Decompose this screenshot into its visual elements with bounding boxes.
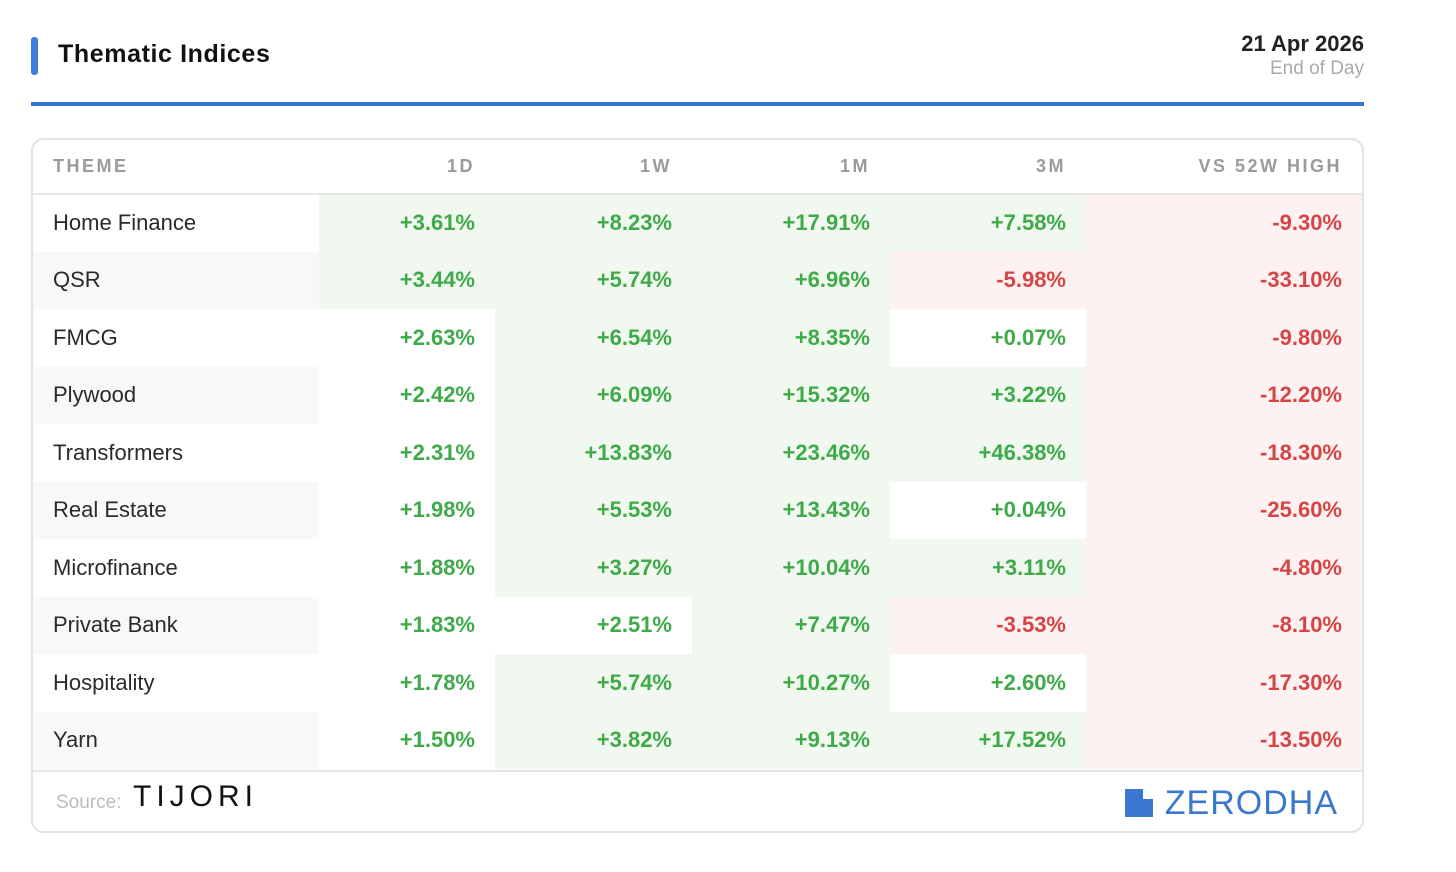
theme-name-cell: Real Estate [33, 481, 319, 539]
theme-name-cell: Yarn [33, 711, 319, 769]
value-cell: +3.11% [890, 539, 1086, 597]
table-row: Real Estate +1.98% +5.53% +13.43% +0.04% -25.… [33, 481, 1362, 539]
report-subtitle: End of Day [1270, 58, 1364, 79]
value-cell: -13.50% [1086, 711, 1362, 769]
table-row: Home Finance +3.61% +8.23% +17.91% +7.58% -9.… [33, 194, 1362, 252]
theme-name-cell: Home Finance [33, 194, 319, 252]
value-cell: +0.04% [890, 481, 1086, 539]
value-cell: +8.23% [495, 194, 692, 252]
tijori-logo: TIJORI [133, 780, 258, 813]
value-cell: +6.09% [495, 366, 692, 424]
value-cell: +46.38% [890, 424, 1086, 482]
value-cell: -9.30% [1086, 194, 1362, 252]
value-cell: +1.78% [319, 654, 495, 712]
value-cell: +1.50% [319, 711, 495, 769]
zerodha-logo: ZERODHA [1124, 784, 1338, 822]
value-cell: +17.91% [692, 194, 890, 252]
zerodha-wordmark: ZERODHA [1164, 784, 1338, 822]
theme-name-cell: QSR [33, 251, 319, 309]
value-cell: +5.74% [495, 654, 692, 712]
indices-table: THEME 1D 1W 1M 3M VS 52W HIGH Home Finan… [33, 140, 1362, 769]
column-header: 1W [495, 140, 692, 195]
report-date: 21 Apr 2026 [1241, 31, 1364, 56]
table-header-row: THEME 1D 1W 1M 3M VS 52W HIGH [33, 140, 1362, 195]
value-cell: -25.60% [1086, 481, 1362, 539]
header: Thematic Indices 21 Apr 2026 End of Day [31, 30, 1364, 106]
value-cell: +1.83% [319, 596, 495, 654]
value-cell: +6.54% [495, 309, 692, 367]
theme-name-cell: Private Bank [33, 596, 319, 654]
footer: Source: TIJORI ZERODHA [33, 770, 1362, 831]
source-label: Source: [56, 792, 122, 813]
value-cell: +5.74% [495, 251, 692, 309]
page-title: Thematic Indices [58, 40, 271, 68]
value-cell: +1.98% [319, 481, 495, 539]
column-header: 1M [692, 140, 890, 195]
value-cell: +2.31% [319, 424, 495, 482]
theme-name-cell: FMCG [33, 309, 319, 367]
value-cell: -5.98% [890, 251, 1086, 309]
value-cell: +13.43% [692, 481, 890, 539]
theme-name-cell: Plywood [33, 366, 319, 424]
value-cell: +1.88% [319, 539, 495, 597]
date-block: 21 Apr 2026 End of Day [1241, 31, 1364, 81]
indices-table-card: THEME 1D 1W 1M 3M VS 52W HIGH Home Finan… [31, 138, 1364, 833]
value-cell: +2.60% [890, 654, 1086, 712]
table-row: Transformers +2.31% +13.83% +23.46% +46.38% -… [33, 424, 1362, 482]
value-cell: +17.52% [890, 711, 1086, 769]
value-cell: +9.13% [692, 711, 890, 769]
value-cell: +3.44% [319, 251, 495, 309]
value-cell: -4.80% [1086, 539, 1362, 597]
column-header: 3M [890, 140, 1086, 195]
value-cell: +2.51% [495, 596, 692, 654]
value-cell: +6.96% [692, 251, 890, 309]
value-cell: -17.30% [1086, 654, 1362, 712]
value-cell: +7.58% [890, 194, 1086, 252]
value-cell: +3.61% [319, 194, 495, 252]
value-cell: -18.30% [1086, 424, 1362, 482]
value-cell: +5.53% [495, 481, 692, 539]
table-row: Yarn +1.50% +3.82% +9.13% +17.52% -13.50% [33, 711, 1362, 769]
theme-name-cell: Transformers [33, 424, 319, 482]
value-cell: -12.20% [1086, 366, 1362, 424]
value-cell: +23.46% [692, 424, 890, 482]
theme-name-cell: Microfinance [33, 539, 319, 597]
value-cell: +8.35% [692, 309, 890, 367]
table-row: Plywood +2.42% +6.09% +15.32% +3.22% -12.20% [33, 366, 1362, 424]
value-cell: +2.63% [319, 309, 495, 367]
table-row: Private Bank +1.83% +2.51% +7.47% -3.53% -8.1… [33, 596, 1362, 654]
value-cell: +3.22% [890, 366, 1086, 424]
table-row: FMCG +2.63% +6.54% +8.35% +0.07% -9.80% [33, 309, 1362, 367]
column-header: THEME [33, 140, 319, 195]
value-cell: +0.07% [890, 309, 1086, 367]
value-cell: +13.83% [495, 424, 692, 482]
theme-name-cell: Hospitality [33, 654, 319, 712]
value-cell: -3.53% [890, 596, 1086, 654]
value-cell: +3.82% [495, 711, 692, 769]
value-cell: +7.47% [692, 596, 890, 654]
value-cell: +10.27% [692, 654, 890, 712]
value-cell: +10.04% [692, 539, 890, 597]
value-cell: +2.42% [319, 366, 495, 424]
zerodha-logo-icon [1124, 789, 1153, 817]
value-cell: +3.27% [495, 539, 692, 597]
value-cell: -8.10% [1086, 596, 1362, 654]
column-header: 1D [319, 140, 495, 195]
value-cell: -9.80% [1086, 309, 1362, 367]
column-header: VS 52W HIGH [1086, 140, 1362, 195]
table-row: Microfinance +1.88% +3.27% +10.04% +3.11% -4.… [33, 539, 1362, 597]
table-row: QSR +3.44% +5.74% +6.96% -5.98% -33.10% [33, 251, 1362, 309]
header-divider [31, 102, 1364, 106]
value-cell: -33.10% [1086, 251, 1362, 309]
table-row: Hospitality +1.78% +5.74% +10.27% +2.60% -17.… [33, 654, 1362, 712]
title-accent-bar [31, 37, 38, 75]
value-cell: +15.32% [692, 366, 890, 424]
